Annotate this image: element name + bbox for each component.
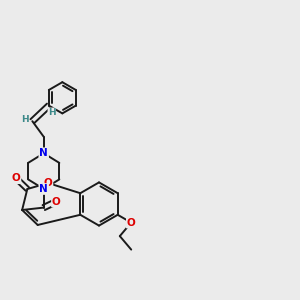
Text: O: O — [44, 178, 52, 188]
Text: O: O — [52, 196, 61, 207]
Text: O: O — [12, 173, 20, 183]
Text: N: N — [39, 184, 48, 194]
Text: O: O — [127, 218, 136, 228]
Text: H: H — [48, 108, 56, 117]
Text: H: H — [21, 115, 28, 124]
Text: N: N — [39, 148, 48, 158]
